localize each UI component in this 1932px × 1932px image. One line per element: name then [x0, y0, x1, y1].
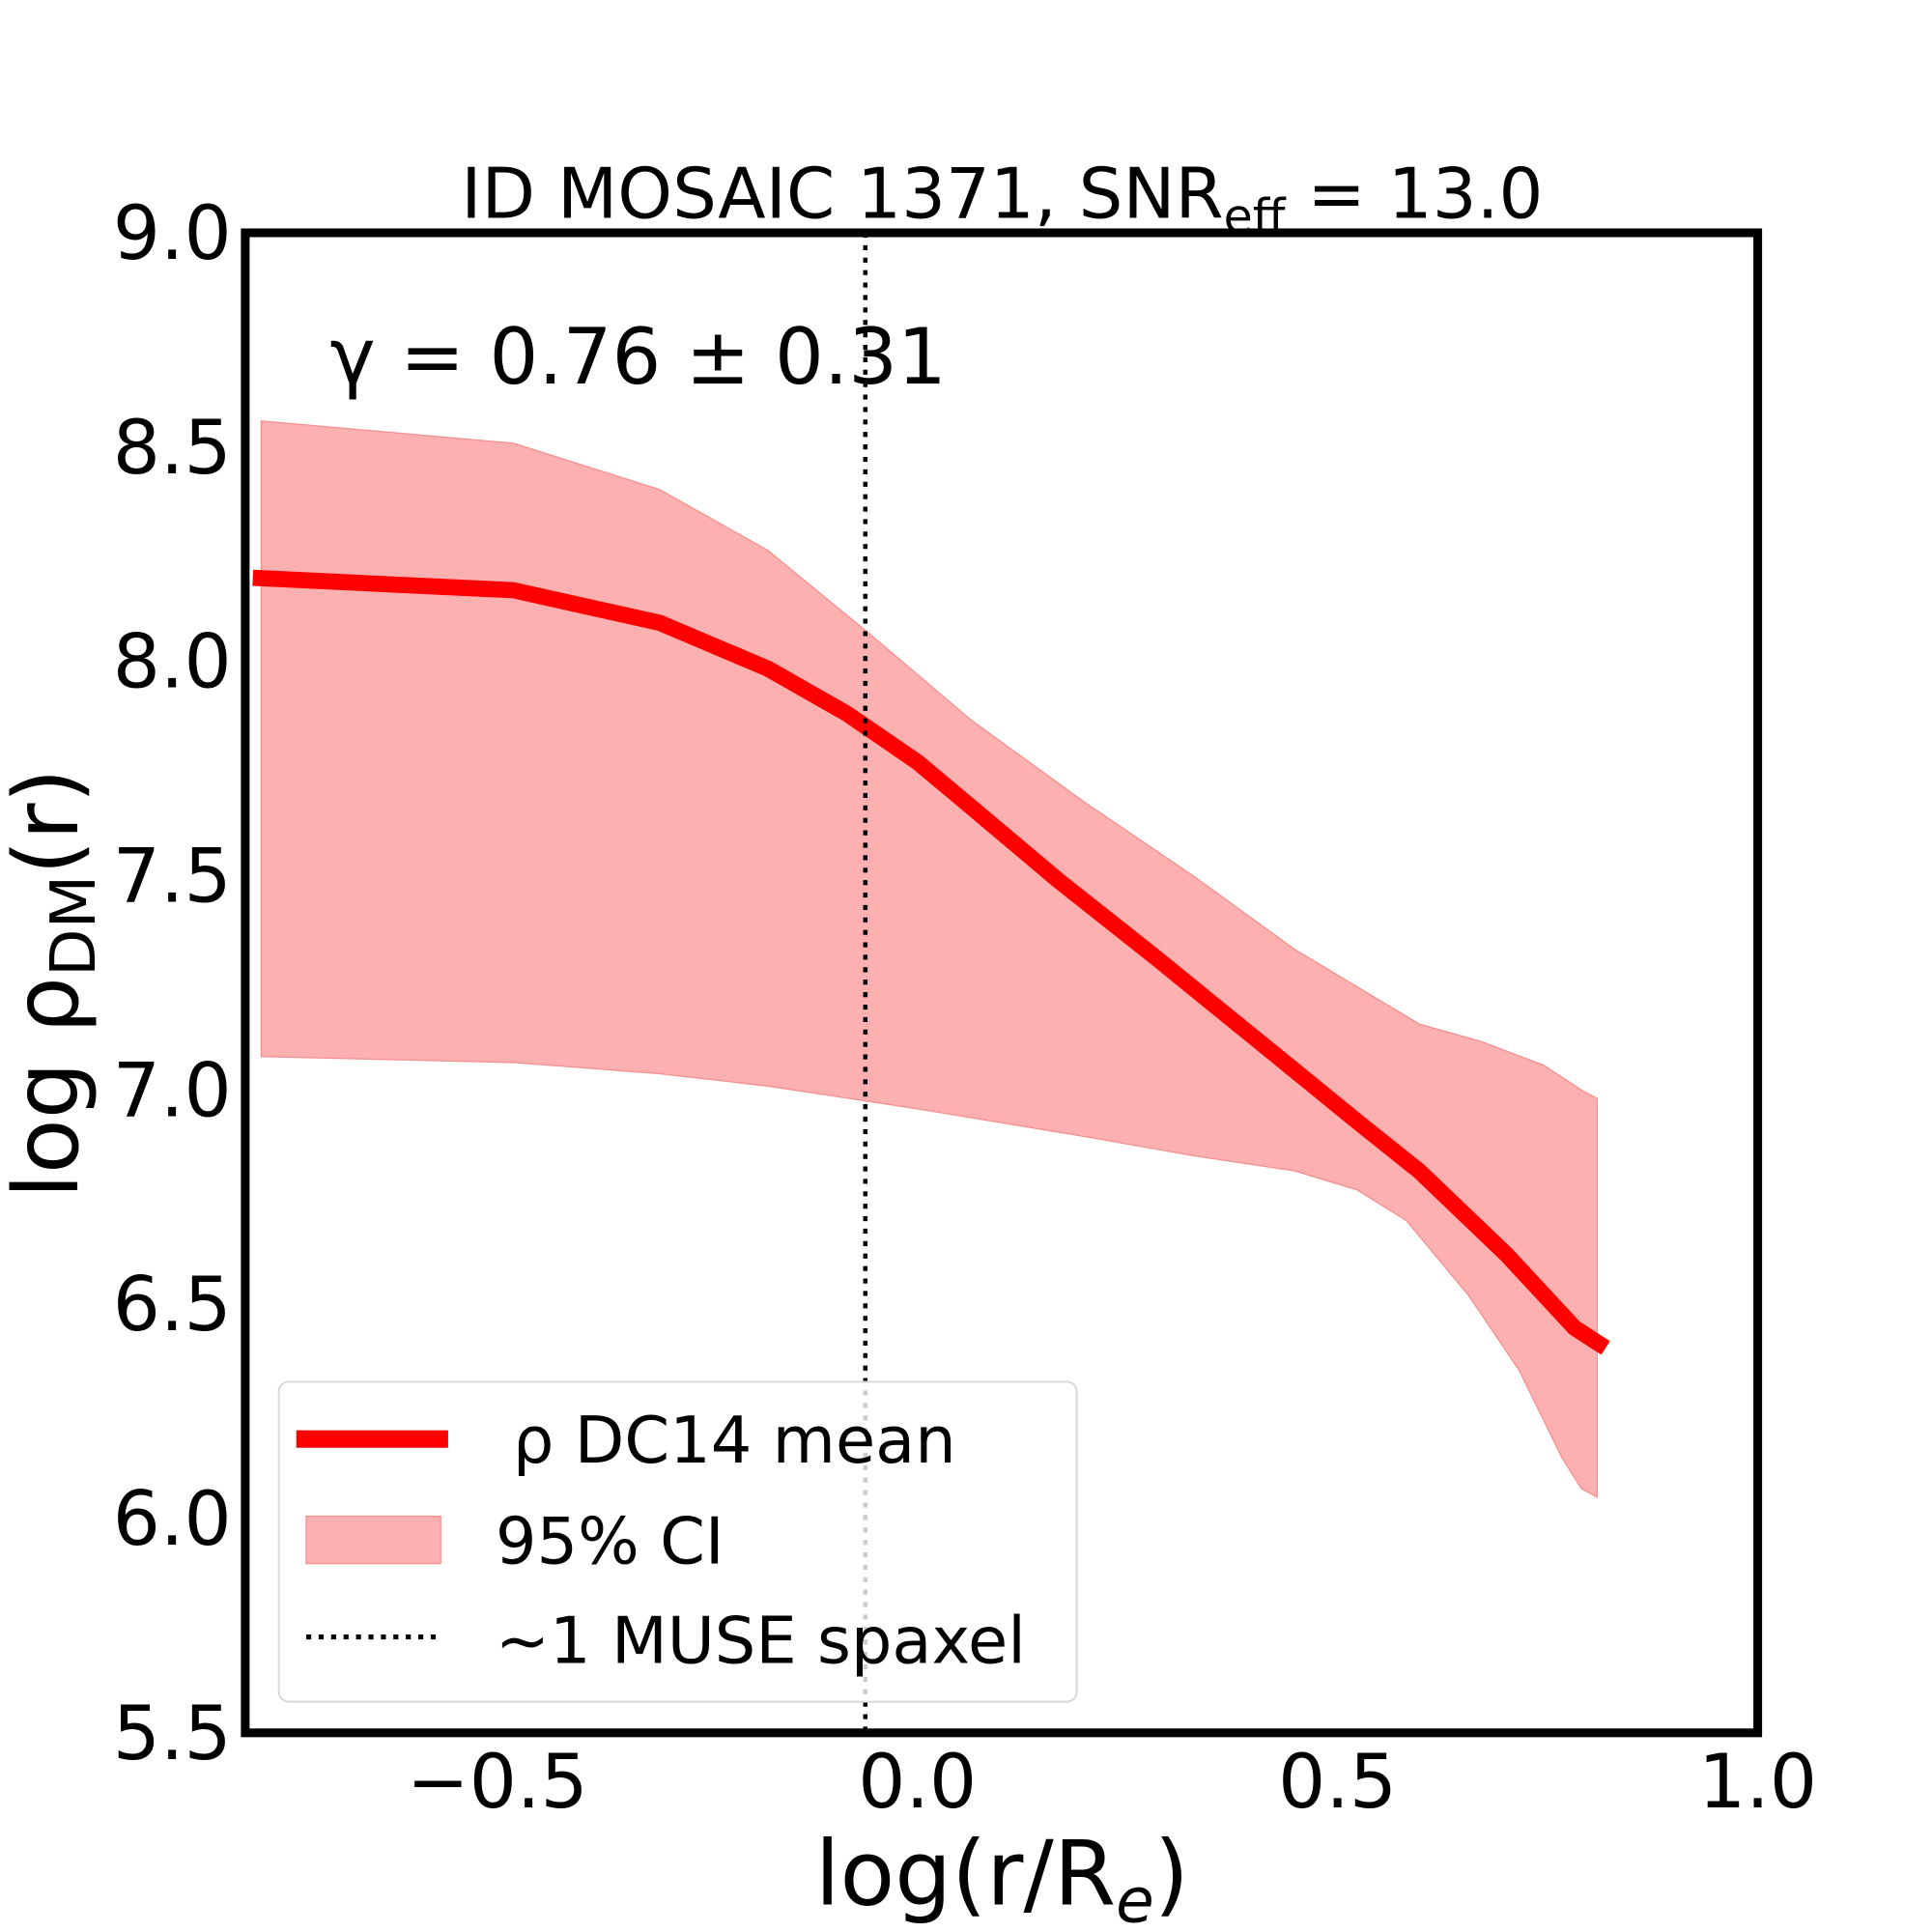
- x-tick-label: 0.0: [858, 1739, 977, 1826]
- plot-area: [241, 228, 1763, 1738]
- axis-ticks: −0.5 0.0 0.5 1.0 5.5 6.0 6.5 7.0 7.5 8.0 8.5 9.0: [113, 190, 1817, 1826]
- y-tick-label: 9.0: [113, 190, 232, 277]
- axes-frame: [241, 228, 1763, 1738]
- legend-spaxel-label: ~1 MUSE spaxel: [496, 1604, 1026, 1679]
- ci-band: [260, 420, 1599, 1498]
- gamma-annotation: γ = 0.76 ± 0.31: [329, 312, 946, 402]
- chart-title: ID MOSAIC 1371, SNReff = 13.0: [461, 155, 1543, 244]
- y-tick-label: 6.0: [113, 1476, 232, 1563]
- x-tick-label: 1.0: [1698, 1739, 1817, 1826]
- mean-line: [252, 569, 1610, 1355]
- legend-band-swatch: [305, 1515, 441, 1565]
- y-tick-label: 6.5: [113, 1262, 232, 1349]
- y-axis-label: log ρDM(r): [0, 768, 110, 1199]
- y-tick-label: 8.0: [113, 619, 232, 706]
- x-tick-label: 0.5: [1278, 1739, 1397, 1826]
- legend: ρ DC14 mean 95% CI ~1 MUSE spaxel: [277, 1380, 1078, 1703]
- legend-band-label: 95% CI: [496, 1504, 724, 1579]
- y-tick-label: 5.5: [113, 1690, 232, 1777]
- x-tick-label: −0.5: [407, 1739, 588, 1826]
- y-tick-label: 7.0: [113, 1047, 232, 1134]
- x-axis-label: log(r/Re): [815, 1822, 1189, 1932]
- y-tick-label: 7.5: [113, 834, 232, 921]
- y-tick-label: 8.5: [113, 405, 232, 492]
- legend-mean-label: ρ DC14 mean: [513, 1403, 956, 1478]
- legend-box: [277, 1380, 1078, 1703]
